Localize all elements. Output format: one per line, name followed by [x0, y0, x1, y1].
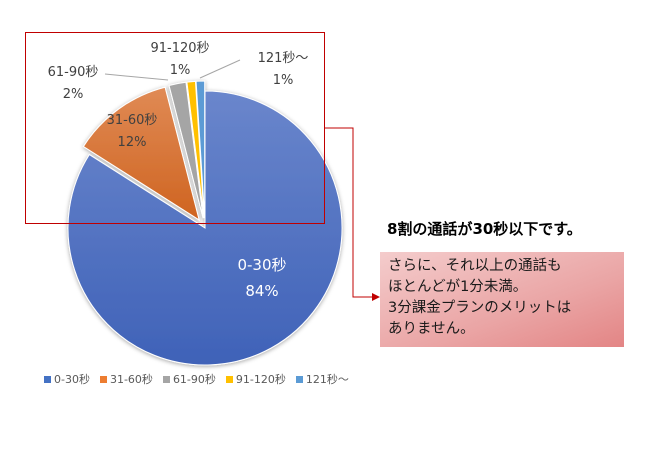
chart-legend: 0-30秒 31-60秒 61-90秒 91-120秒 121秒〜: [44, 371, 349, 387]
legend-label: 0-30秒: [54, 373, 90, 386]
swatch-icon: [295, 375, 303, 383]
callout-line: さらに、それ以上の通話も: [388, 258, 562, 274]
headline: 8割の通話が30秒以下です。: [387, 220, 582, 238]
leader-line: [104, 73, 169, 81]
callout-line: ありません。: [388, 321, 475, 337]
label-percent: 1%: [169, 63, 191, 78]
label-name: 31-60秒: [106, 113, 158, 128]
pie-slice-2: [168, 81, 204, 219]
pie-slice-0: [67, 90, 343, 366]
legend-item: 121秒〜: [295, 371, 349, 387]
arrow-head-icon: [372, 293, 380, 301]
pie-slice-4: [195, 80, 206, 219]
legend-item: 91-120秒: [225, 371, 286, 387]
legend-item: 31-60秒: [99, 371, 153, 387]
label-percent: 12%: [117, 135, 147, 150]
legend-label: 91-120秒: [235, 373, 286, 386]
label-name: 0-30秒: [237, 256, 287, 274]
legend-label: 61-90秒: [172, 373, 216, 386]
label-percent: 1%: [272, 73, 294, 88]
swatch-icon: [225, 375, 233, 383]
label-121-plus: 121秒〜 1%: [248, 48, 318, 92]
pie-slice-1: [82, 86, 200, 222]
swatch-icon: [162, 375, 170, 383]
label-91-120: 91-120秒 1%: [140, 38, 220, 82]
label-percent: 84%: [245, 282, 279, 300]
legend-label: 121秒〜: [305, 373, 349, 386]
swatch-icon: [99, 375, 107, 383]
label-name: 61-90秒: [47, 65, 99, 80]
callout-box: さらに、それ以上の通話も ほとんどが1分未満。 3分課金プランのメリットは あり…: [380, 252, 624, 347]
leader-line: [199, 59, 241, 79]
label-31-60: 31-60秒 12%: [92, 110, 172, 154]
label-0-30: 0-30秒 84%: [222, 252, 302, 304]
swatch-icon: [44, 375, 51, 383]
callout-line: ほとんどが1分未満。: [388, 279, 528, 295]
label-name: 121秒〜: [257, 51, 309, 66]
connector-line: [325, 127, 372, 298]
pie-slice-3: [186, 80, 205, 219]
callout-line: 3分課金プランのメリットは: [388, 300, 572, 316]
legend-label: 31-60秒: [109, 373, 153, 386]
legend-item: 61-90秒: [162, 371, 216, 387]
highlight-box: [25, 32, 325, 224]
label-61-90: 61-90秒 2%: [38, 62, 108, 106]
label-name: 91-120秒: [150, 41, 210, 56]
label-percent: 2%: [62, 87, 84, 102]
legend-item: 0-30秒: [44, 371, 90, 387]
